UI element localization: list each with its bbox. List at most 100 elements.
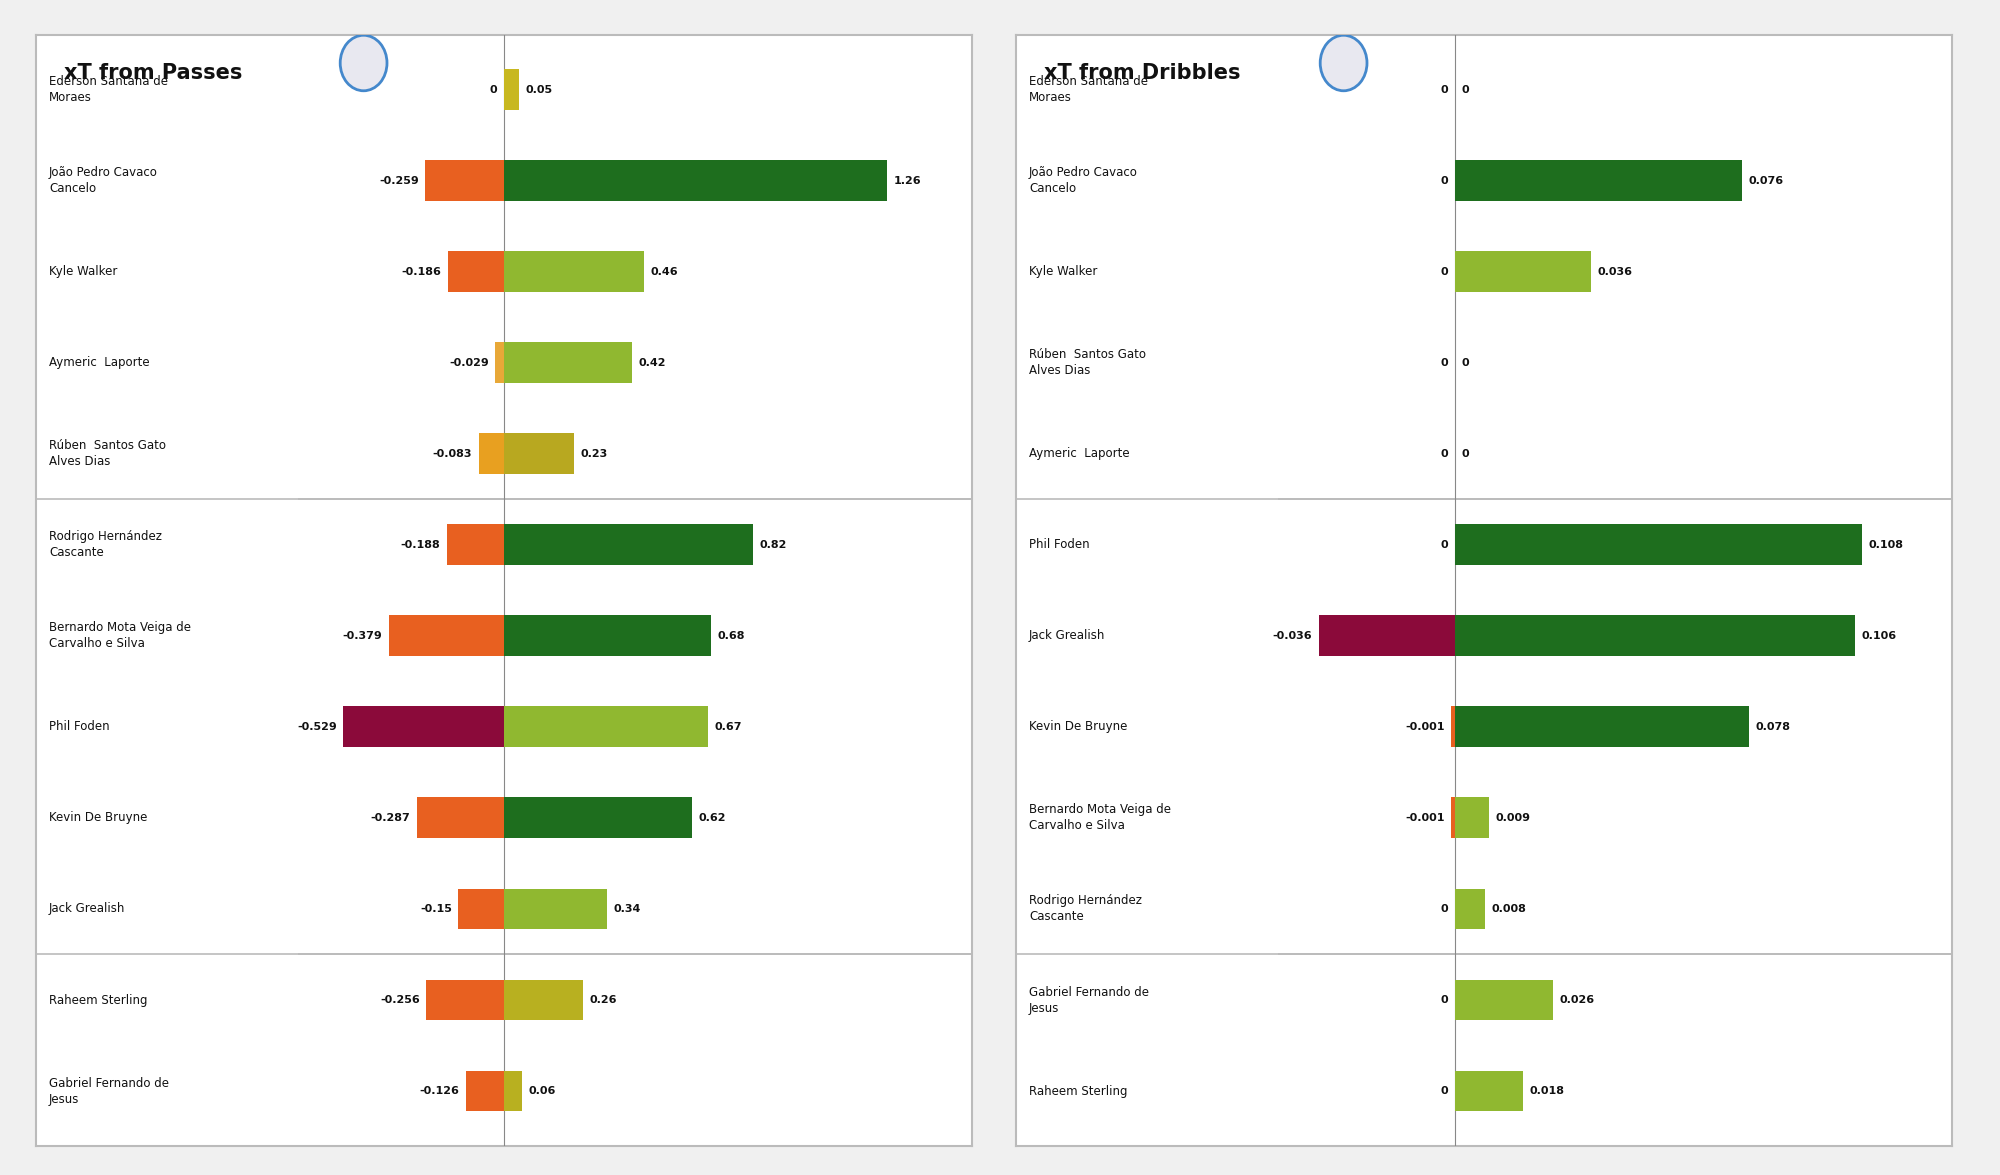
Text: 0.076: 0.076: [1748, 176, 1784, 186]
Bar: [448, 251, 504, 293]
Text: Kyle Walker: Kyle Walker: [1030, 266, 1098, 278]
Bar: [1454, 798, 1488, 839]
Bar: [504, 798, 692, 839]
Bar: [1450, 706, 1454, 747]
Bar: [1454, 980, 1552, 1020]
Bar: [496, 342, 504, 383]
Text: Jack Grealish: Jack Grealish: [1030, 630, 1106, 643]
Bar: [1450, 798, 1454, 839]
Text: João Pedro Cavaco
Cancelo: João Pedro Cavaco Cancelo: [50, 167, 158, 195]
Text: 0: 0: [1462, 449, 1468, 459]
Bar: [504, 161, 886, 201]
Text: Aymeric  Laporte: Aymeric Laporte: [1030, 448, 1130, 461]
Bar: [504, 434, 574, 475]
Bar: [446, 524, 504, 565]
Text: 0.42: 0.42: [638, 358, 666, 368]
Bar: [466, 1070, 504, 1112]
Text: Gabriel Fernando de
Jesus: Gabriel Fernando de Jesus: [50, 1076, 170, 1106]
Bar: [416, 798, 504, 839]
Text: Phil Foden: Phil Foden: [1030, 538, 1090, 551]
Text: Kyle Walker: Kyle Walker: [50, 266, 118, 278]
Text: -0.126: -0.126: [420, 1086, 460, 1096]
Text: 0.078: 0.078: [1756, 721, 1790, 732]
Text: xT from Dribbles: xT from Dribbles: [1044, 63, 1240, 83]
Text: Phil Foden: Phil Foden: [50, 720, 110, 733]
Bar: [504, 616, 710, 657]
Bar: [504, 342, 632, 383]
Bar: [1454, 524, 1862, 565]
Bar: [458, 888, 504, 929]
Text: 1.26: 1.26: [894, 176, 920, 186]
Text: Kevin De Bruyne: Kevin De Bruyne: [1030, 720, 1128, 733]
Text: Bernardo Mota Veiga de
Carvalho e Silva: Bernardo Mota Veiga de Carvalho e Silva: [50, 622, 192, 651]
Text: 0.009: 0.009: [1496, 813, 1530, 822]
Text: 0: 0: [1440, 995, 1448, 1005]
Text: 0: 0: [1440, 449, 1448, 459]
Text: -0.029: -0.029: [448, 358, 488, 368]
Bar: [504, 980, 584, 1020]
Text: Raheem Sterling: Raheem Sterling: [1030, 1085, 1128, 1097]
Bar: [504, 251, 644, 293]
Text: -0.001: -0.001: [1404, 813, 1444, 822]
Bar: [1318, 616, 1454, 657]
Text: 0.23: 0.23: [580, 449, 608, 459]
Text: 0: 0: [1462, 85, 1468, 95]
Text: 0: 0: [1440, 904, 1448, 914]
Text: -0.259: -0.259: [380, 176, 418, 186]
Text: -0.15: -0.15: [420, 904, 452, 914]
Bar: [426, 980, 504, 1020]
Text: 0.008: 0.008: [1492, 904, 1526, 914]
Bar: [1454, 616, 1854, 657]
Text: Jack Grealish: Jack Grealish: [50, 902, 126, 915]
Text: Rodrigo Hernández
Cascante: Rodrigo Hernández Cascante: [50, 530, 162, 559]
Text: 0: 0: [1440, 176, 1448, 186]
Text: -0.083: -0.083: [432, 449, 472, 459]
Text: 0.46: 0.46: [650, 267, 678, 277]
Text: Rúben  Santos Gato
Alves Dias: Rúben Santos Gato Alves Dias: [1030, 349, 1146, 377]
Text: xT from Passes: xT from Passes: [64, 63, 242, 83]
Text: 0.82: 0.82: [760, 540, 788, 550]
Text: Bernardo Mota Veiga de
Carvalho e Silva: Bernardo Mota Veiga de Carvalho e Silva: [1030, 804, 1172, 832]
Bar: [388, 616, 504, 657]
Text: 0.67: 0.67: [714, 721, 742, 732]
Circle shape: [340, 35, 388, 90]
Bar: [426, 161, 504, 201]
Text: 0.05: 0.05: [526, 85, 552, 95]
Text: -0.036: -0.036: [1272, 631, 1312, 640]
Text: 0: 0: [1462, 358, 1468, 368]
Text: 0.26: 0.26: [590, 995, 618, 1005]
Bar: [504, 524, 754, 565]
Bar: [1454, 161, 1742, 201]
Bar: [1454, 888, 1484, 929]
Bar: [478, 434, 504, 475]
Circle shape: [1320, 35, 1368, 90]
Text: 0.036: 0.036: [1598, 267, 1632, 277]
Bar: [504, 69, 520, 110]
Text: 0.026: 0.026: [1560, 995, 1594, 1005]
Text: Rúben  Santos Gato
Alves Dias: Rúben Santos Gato Alves Dias: [50, 439, 166, 469]
Bar: [504, 706, 708, 747]
Text: -0.188: -0.188: [400, 540, 440, 550]
Bar: [1454, 1070, 1522, 1112]
Text: 0.34: 0.34: [614, 904, 642, 914]
Text: Rodrigo Hernández
Cascante: Rodrigo Hernández Cascante: [1030, 894, 1142, 924]
Text: Raheem Sterling: Raheem Sterling: [50, 994, 148, 1007]
Text: Ederson Santana de
Moraes: Ederson Santana de Moraes: [50, 75, 168, 105]
Bar: [1454, 706, 1750, 747]
Text: 0: 0: [1440, 540, 1448, 550]
Text: Ederson Santana de
Moraes: Ederson Santana de Moraes: [1030, 75, 1148, 105]
Text: -0.001: -0.001: [1404, 721, 1444, 732]
Text: Kevin De Bruyne: Kevin De Bruyne: [50, 812, 148, 825]
Text: 0: 0: [490, 85, 498, 95]
Text: 0.018: 0.018: [1530, 1086, 1564, 1096]
Text: 0: 0: [1440, 267, 1448, 277]
Text: 0.68: 0.68: [718, 631, 744, 640]
Text: 0: 0: [1440, 358, 1448, 368]
Text: -0.256: -0.256: [380, 995, 420, 1005]
Text: 0.06: 0.06: [528, 1086, 556, 1096]
Text: 0: 0: [1440, 85, 1448, 95]
Text: 0.108: 0.108: [1868, 540, 1904, 550]
Text: -0.186: -0.186: [402, 267, 440, 277]
Text: João Pedro Cavaco
Cancelo: João Pedro Cavaco Cancelo: [1030, 167, 1138, 195]
Text: Gabriel Fernando de
Jesus: Gabriel Fernando de Jesus: [1030, 986, 1150, 1014]
